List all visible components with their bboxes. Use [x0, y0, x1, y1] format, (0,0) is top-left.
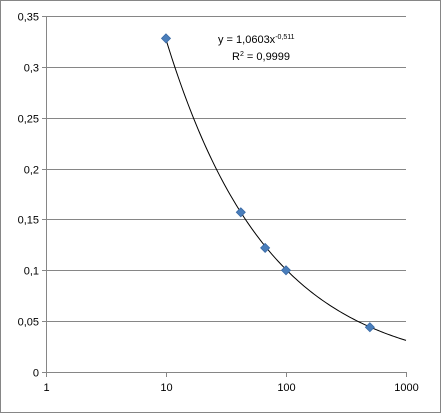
data-point-marker [235, 207, 246, 218]
x-tick-label: 10 [160, 382, 172, 394]
y-tick-label: 0,25 [18, 114, 39, 126]
equation-base: y = 1,0603x [218, 34, 276, 46]
y-tick-label: 0,15 [18, 215, 39, 227]
r-squared-label: R2 = 0,9999 [232, 51, 290, 63]
axes [42, 16, 407, 377]
r2-base: R [232, 51, 240, 63]
x-tick-label: 1000 [394, 382, 418, 394]
y-tick-label: 0,1 [24, 266, 39, 278]
data-point-marker [160, 33, 172, 44]
r2-exponent: 2 [240, 51, 244, 58]
trendline [165, 39, 407, 341]
data-point-marker [364, 322, 375, 333]
y-tick-label: 0,05 [18, 317, 39, 329]
y-tick-label: 0,2 [24, 165, 39, 177]
r2-value: = 0,9999 [244, 51, 290, 63]
y-tick-label: 0,35 [18, 12, 39, 24]
gridlines [46, 16, 406, 322]
trendline-equation: y = 1,0603x-0,511 [218, 34, 295, 46]
x-axis-tick-labels: 1 10 100 1000 [43, 382, 418, 394]
x-tick-label: 100 [277, 382, 295, 394]
equation-exponent: -0,511 [275, 34, 294, 41]
y-axis-tick-labels: 0 0,05 0,1 0,15 0,2 0,25 0,3 0,35 [18, 12, 39, 380]
data-point-marker [280, 265, 292, 276]
y-tick-label: 0,3 [24, 63, 39, 75]
data-point-marker [260, 242, 271, 253]
y-tick-label: 0 [33, 368, 39, 380]
data-points [160, 33, 375, 333]
x-tick-label: 1 [43, 382, 49, 394]
